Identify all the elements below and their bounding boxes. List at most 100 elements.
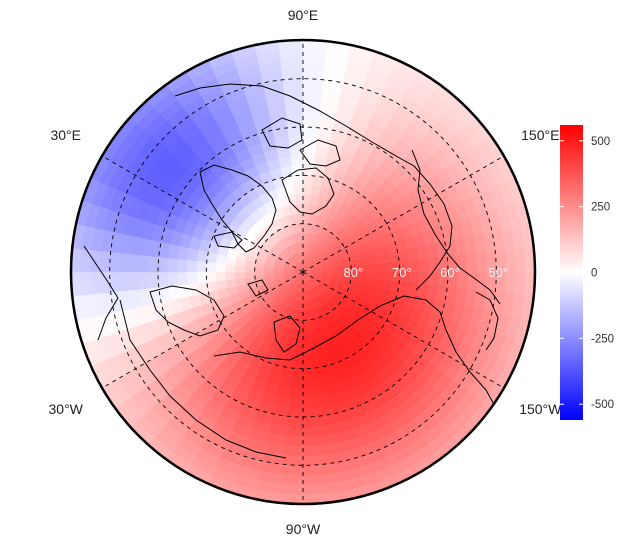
colorbar-ramp	[560, 125, 583, 420]
field-cell	[302, 58, 326, 71]
coastline-greenland	[199, 164, 277, 253]
field-cell	[99, 271, 112, 294]
field-cell	[302, 463, 325, 476]
field-cell	[302, 300, 308, 312]
field-cell	[302, 165, 315, 177]
colorbar-tick-label: 250	[591, 202, 610, 214]
field-cell	[369, 263, 381, 273]
field-cell	[176, 271, 188, 286]
field-cell	[302, 184, 313, 196]
colorbar-ticks: 500 250 0 -250 -500	[560, 136, 614, 411]
field-cell	[147, 255, 160, 273]
field-cell	[302, 473, 326, 486]
field-cell	[475, 252, 488, 273]
coastline-europe-west	[83, 245, 119, 341]
field-cell	[285, 425, 304, 437]
field-cell	[302, 367, 315, 379]
field-cell	[205, 271, 217, 283]
field-cell	[99, 250, 112, 273]
longitude-labels: 90°W 150°W 150°E 90°E 30°E 30°W	[49, 7, 563, 537]
field-cell	[379, 271, 391, 282]
field-cell	[302, 425, 321, 437]
meridian-line	[302, 155, 505, 273]
field-cell	[302, 377, 316, 389]
field-cell	[427, 257, 439, 273]
field-cell	[167, 257, 179, 273]
meridian-line	[302, 271, 505, 389]
field-cell	[427, 271, 439, 287]
field-cell	[281, 463, 304, 476]
field-cell	[285, 107, 304, 119]
latitude-circle	[109, 78, 497, 466]
longitude-label: 150°W	[519, 401, 562, 417]
field-cell	[196, 271, 208, 284]
field-cell	[186, 259, 198, 273]
field-cell	[118, 271, 131, 292]
field-cell	[302, 126, 319, 138]
field-cell	[302, 116, 320, 129]
field-cell	[311, 356, 324, 369]
field-cell	[293, 184, 304, 196]
map-border	[69, 38, 537, 506]
field-cell	[302, 310, 309, 321]
field-cell	[292, 174, 304, 186]
field-cell	[225, 271, 237, 281]
field-cell	[80, 248, 92, 273]
field-cell	[514, 271, 526, 296]
coastline-siberia	[213, 295, 447, 361]
field-cell	[302, 483, 327, 495]
field-cell	[215, 271, 227, 282]
field-cell	[279, 49, 304, 61]
field-cell	[379, 262, 391, 273]
field-cell	[196, 260, 208, 273]
field-cell	[294, 194, 304, 206]
field-cell	[282, 175, 295, 188]
field-cell	[302, 358, 314, 370]
graticule	[101, 40, 505, 504]
field-cell	[302, 78, 324, 90]
longitude-label: 90°W	[286, 521, 321, 537]
field-cell	[109, 271, 121, 293]
field-cell	[279, 483, 304, 495]
colorbar: 500 250 0 -250 -500	[560, 125, 614, 420]
field-cell	[128, 253, 140, 273]
field-cell	[157, 256, 169, 273]
field-cell	[215, 262, 227, 273]
field-cell	[186, 271, 198, 285]
meridian-line	[101, 271, 304, 389]
field-cell	[292, 358, 304, 370]
field-cell	[418, 258, 430, 273]
field-cell	[378, 253, 390, 265]
field-cell	[302, 454, 324, 466]
field-cell	[296, 213, 304, 225]
field-cell	[288, 136, 304, 148]
field-cell	[302, 396, 318, 408]
field-cell	[287, 406, 304, 418]
coastline-alaska	[411, 149, 501, 305]
field-cell	[466, 253, 478, 273]
coastline-novaya-zemlya	[273, 315, 301, 353]
coastline-canadian-islands	[299, 139, 341, 167]
meridian-line	[101, 155, 304, 273]
coastline-scandinavia	[149, 285, 225, 337]
field-cell	[475, 271, 488, 292]
colorbar-tick-label: 0	[591, 268, 597, 280]
field-cell	[280, 58, 304, 71]
field-cell	[176, 258, 188, 273]
field-cell	[216, 279, 228, 291]
latitude-circle	[205, 174, 401, 370]
field-cell	[302, 444, 323, 457]
field-cell	[302, 387, 317, 399]
field-cell	[387, 251, 400, 264]
field-cell	[290, 155, 304, 167]
anomaly-field	[71, 40, 535, 504]
coastline-iceland	[213, 231, 243, 249]
field-cell	[234, 271, 246, 280]
field-cell	[514, 248, 526, 273]
field-cell	[302, 145, 317, 157]
latitude-label: 70°	[392, 265, 412, 280]
field-cell	[157, 271, 169, 288]
field-cell	[118, 252, 131, 273]
field-cell	[263, 271, 275, 277]
